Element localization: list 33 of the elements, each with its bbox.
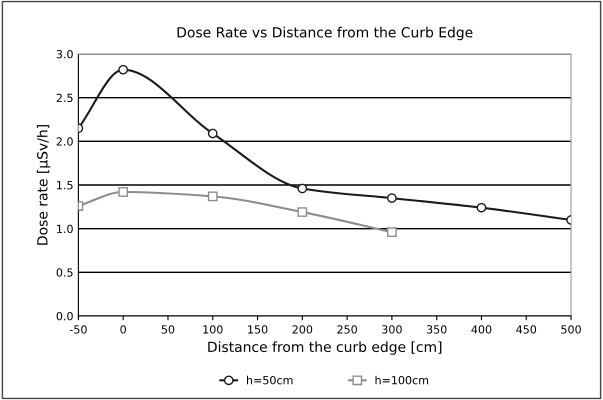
y-tick-label: 0.5 [56,268,73,277]
y-tick-label: 0.0 [56,312,73,320]
x-tick-label: 350 [426,325,447,334]
x-tick-label: 150 [248,325,268,334]
x-tick-label: 0 [120,325,126,334]
x-axis-title: Distance from the curb edge [cm] [208,341,442,355]
point [297,207,308,217]
x-tick-label: 250 [337,325,357,334]
y-tick-label: 2.5 [56,94,73,102]
legend-label: h=100cm [376,376,428,384]
x-tick-label: -50 [70,325,87,334]
x-tick-label: 50 [162,325,174,334]
y-tick-label: 1.5 [57,181,73,190]
y-tick-label: 2.0 [56,137,73,146]
y-tick-label: 1.0 [57,224,73,234]
point [118,64,128,75]
point [208,128,218,138]
y-axis-title: Dose rate [µSv/h] [36,125,50,245]
x-tick-label: 450 [516,325,536,334]
chart-title: Dose Rate vs Distance from the Curb Edge [178,26,472,40]
point [476,202,486,213]
point [118,187,128,197]
x-tick-label: 300 [382,325,402,334]
x-tick-label: 100 [203,325,223,334]
point [297,184,308,194]
x-tick-label: 400 [471,325,492,334]
x-tick-label: 200 [292,325,312,334]
point [208,191,218,202]
legend-label: h=50cm [246,376,292,384]
x-tick-label: 500 [561,325,581,334]
point [387,227,397,238]
point [387,193,397,203]
y-tick-label: 3.0 [56,50,73,58]
